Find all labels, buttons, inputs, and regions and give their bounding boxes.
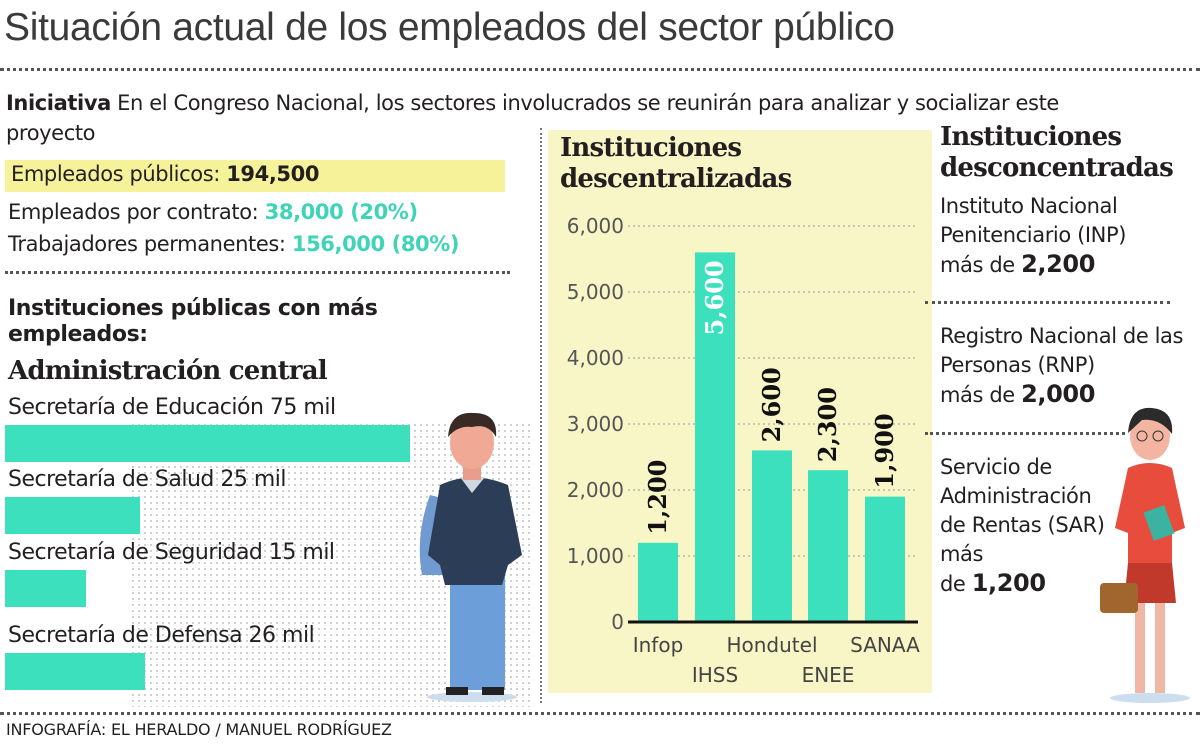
- bar: [695, 252, 735, 622]
- page-title: Situación actual de los empleados del se…: [4, 6, 895, 49]
- name: Instituto Nacional Penitenciario (INP): [940, 194, 1127, 247]
- male-employee-illustration: [419, 412, 522, 702]
- value: 194,500: [226, 162, 320, 186]
- intro-lead: Iniciativa: [6, 91, 111, 115]
- bar-label: Secretaría de Salud 25 mil: [8, 467, 287, 492]
- divider: [925, 301, 1170, 304]
- female-employee-illustration: [1100, 407, 1190, 703]
- y-tick-label: 5,000: [567, 280, 624, 304]
- deconcentrated-item: Instituto Nacional Penitenciario (INP) má…: [940, 192, 1140, 280]
- label: Trabajadores permanentes:: [8, 232, 292, 256]
- data-label: 2,300: [813, 387, 842, 462]
- prefix: más de: [940, 253, 1022, 277]
- contract-employees: Empleados por contrato: 38,000 (20%): [8, 200, 418, 224]
- name: Servicio de Administración de Rentas (SA…: [940, 455, 1105, 566]
- y-tick-label: 3,000: [567, 412, 624, 436]
- divider: [0, 712, 1200, 715]
- bar-label: Secretaría de Educación 75 mil: [8, 395, 336, 420]
- central-admin-title: Administración central: [8, 356, 328, 386]
- name: Registro Nacional de las Personas (RNP): [940, 324, 1184, 377]
- bar: [5, 653, 146, 690]
- deconcentrated-title: Instituciones desconcentradas: [940, 122, 1174, 183]
- divider: [0, 68, 1200, 71]
- value: 156,000 (80%): [291, 232, 460, 256]
- divider: [925, 432, 1125, 435]
- label: Empleados públicos:: [11, 162, 227, 186]
- section-heading: Instituciones públicas con más empleados…: [8, 296, 378, 347]
- bar: [5, 497, 140, 534]
- value: 2,000: [1021, 380, 1095, 408]
- permanent-workers: Trabajadores permanentes: 156,000 (80%): [8, 232, 459, 256]
- y-tick-label: 2,000: [567, 478, 624, 502]
- prefix: de: [940, 572, 972, 596]
- bar: [752, 450, 792, 622]
- public-employees-total: Empleados públicos: 194,500: [5, 160, 505, 192]
- data-label: 5,600: [700, 260, 729, 335]
- intro-text: En el Congreso Nacional, los sectores in…: [6, 91, 1059, 145]
- data-label: 1,900: [870, 413, 899, 488]
- decentralized-chart: 0 1,000 2,000 3,000 4,000 5,000 6,000 1,200 Info…: [567, 214, 920, 687]
- bar: [638, 542, 678, 622]
- data-label: 1,200: [643, 460, 672, 535]
- value: 1,200: [971, 569, 1046, 597]
- bar: [865, 496, 905, 622]
- credit: INFOGRAFÍA: EL HERALDO / MANUEL RODRÍGUE…: [6, 720, 392, 739]
- divider: [5, 271, 510, 274]
- bar: [5, 570, 86, 607]
- deconcentrated-item: Registro Nacional de las Personas (RNP) m…: [940, 322, 1190, 410]
- value: 38,000 (20%): [264, 200, 418, 224]
- bar: [5, 425, 410, 462]
- bar: [808, 470, 848, 622]
- decentralized-title: Instituciones descentralizadas: [560, 133, 792, 194]
- x-tick-label: Infop: [633, 633, 684, 657]
- intro: Iniciativa En el Congreso Nacional, los …: [6, 88, 1066, 148]
- x-tick-label: IHSS: [692, 663, 738, 687]
- value: 2,200: [1021, 250, 1095, 278]
- x-tick-label: SANAA: [850, 633, 920, 657]
- y-tick-label: 6,000: [567, 214, 624, 238]
- prefix: más de: [940, 383, 1022, 407]
- y-tick-label: 0: [611, 610, 624, 634]
- label: Empleados por contrato:: [8, 200, 265, 224]
- x-tick-label: Hondutel: [726, 633, 817, 657]
- bar-label: Secretaría de Seguridad 15 mil: [8, 540, 335, 565]
- divider: [540, 128, 542, 703]
- data-label: 2,600: [757, 367, 786, 442]
- x-tick-label: ENEE: [802, 663, 855, 687]
- y-tick-label: 4,000: [567, 346, 624, 370]
- y-tick-label: 1,000: [567, 544, 624, 568]
- bar-label: Secretaría de Defensa 26 mil: [8, 623, 315, 648]
- deconcentrated-item: Servicio de Administración de Rentas (SA…: [940, 453, 1120, 599]
